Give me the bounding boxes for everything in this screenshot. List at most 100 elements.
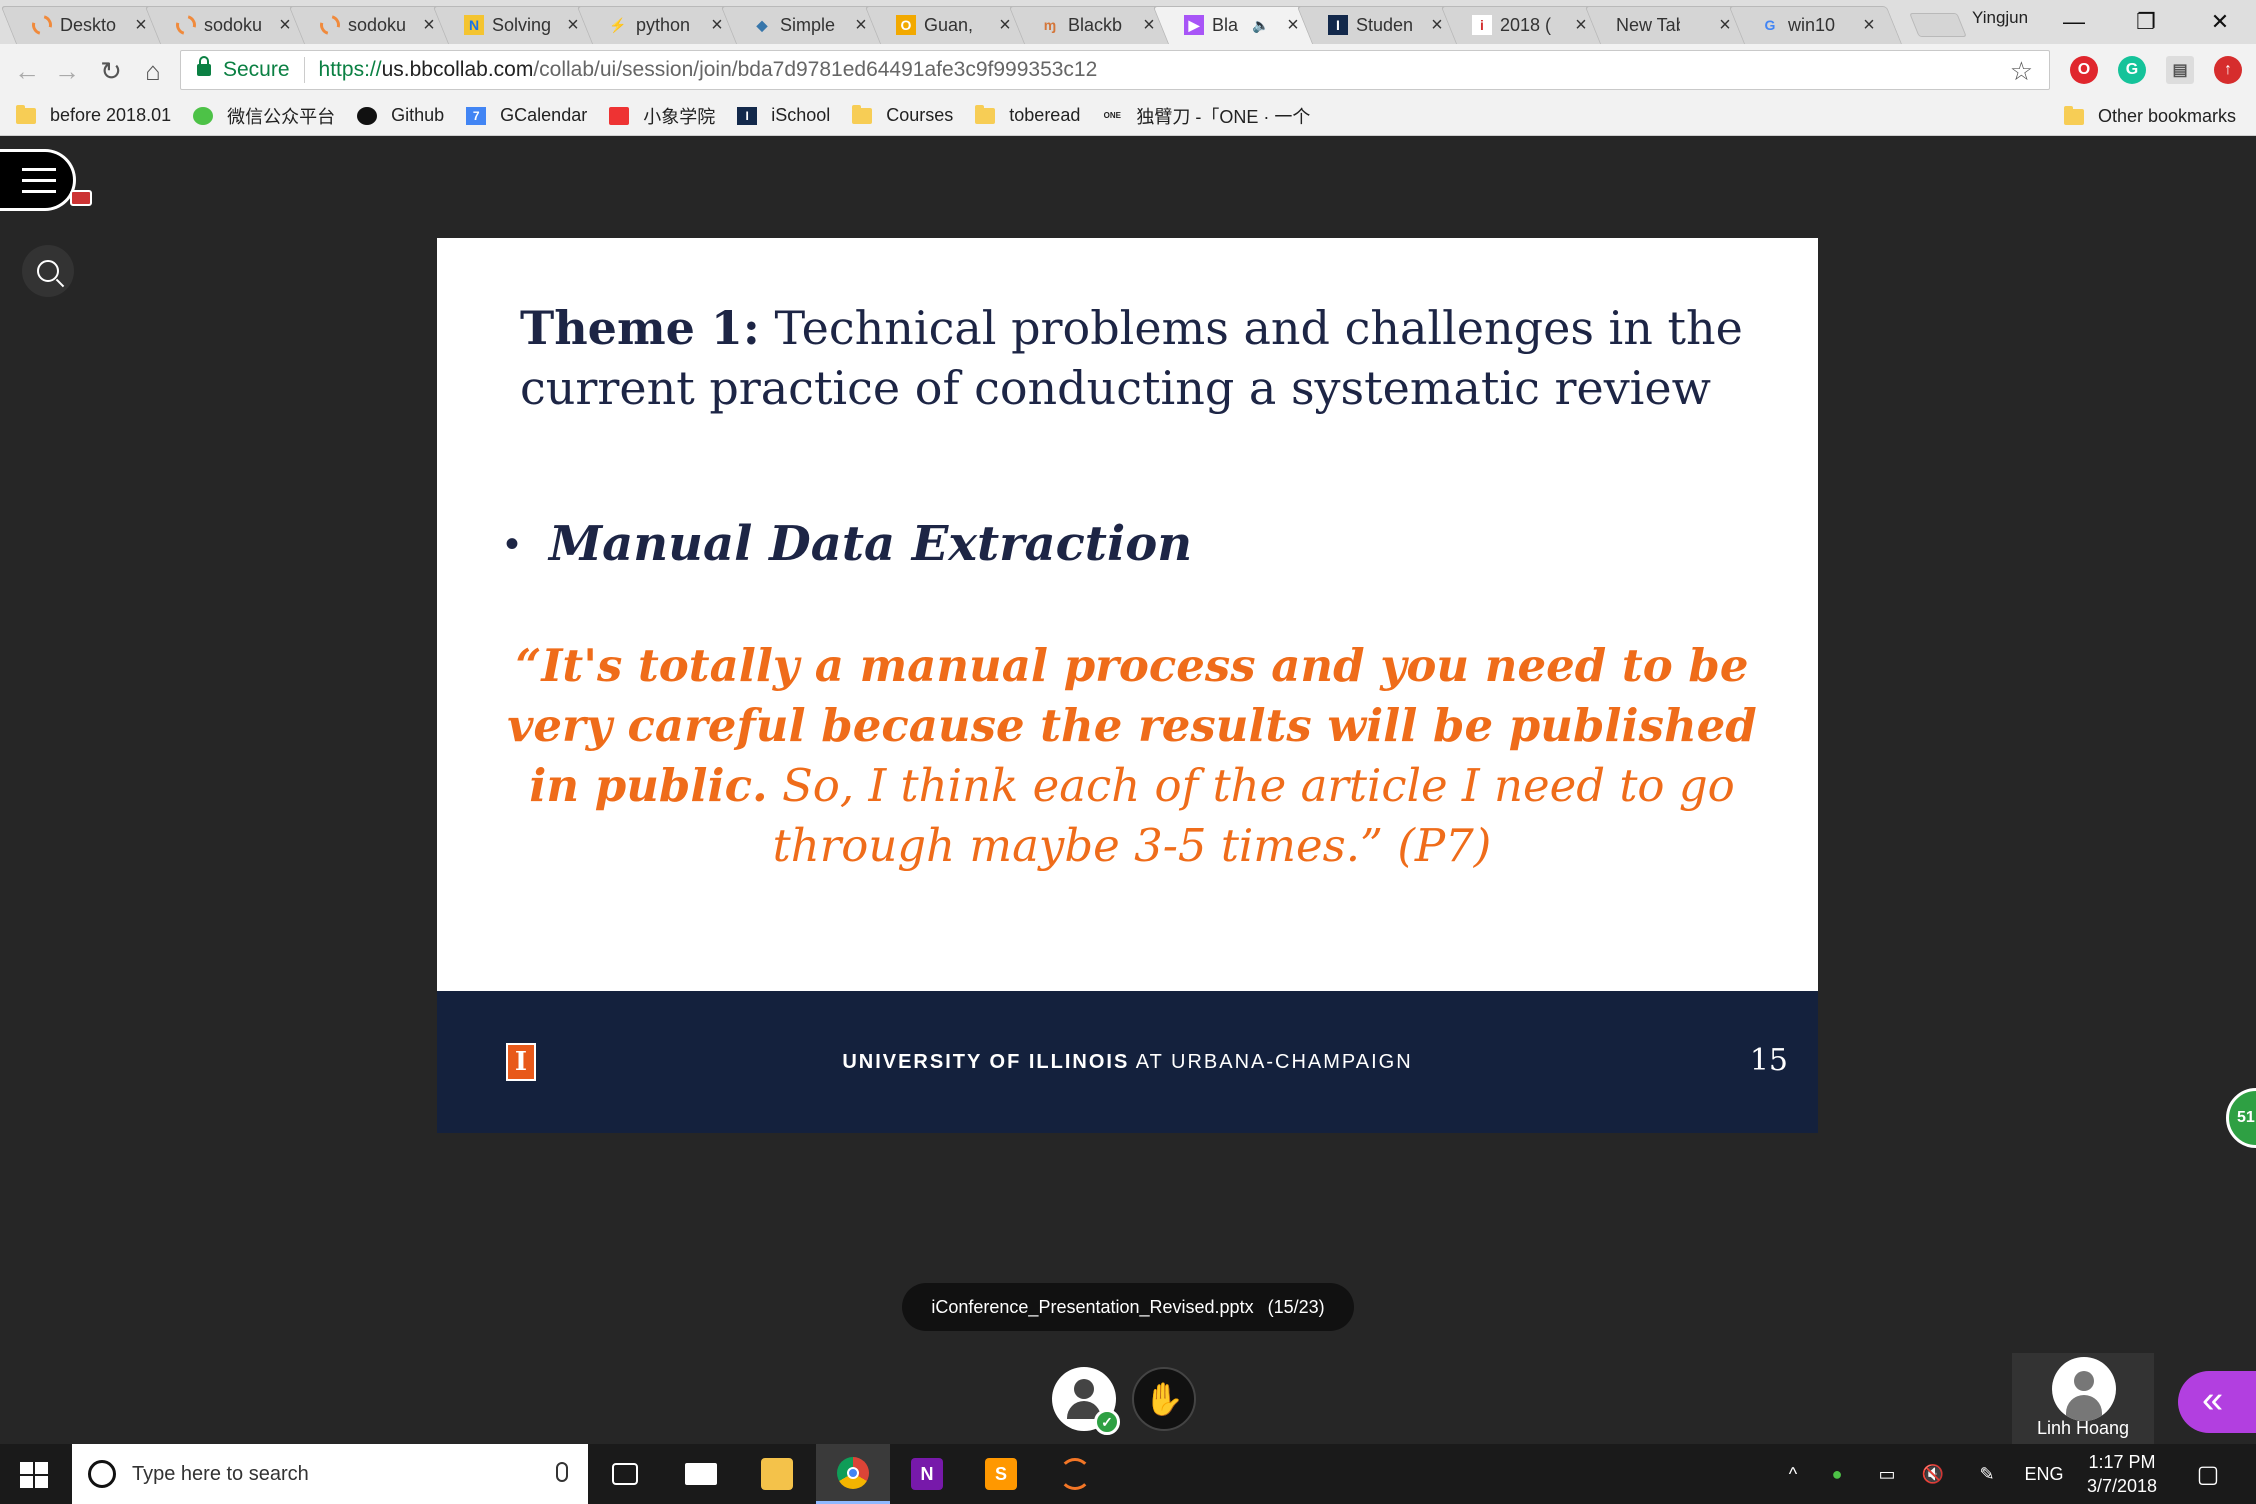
home-button[interactable]: ⌂	[145, 55, 161, 86]
participant-name: Linh Hoang	[2036, 1418, 2130, 1438]
bookmark-star-icon[interactable]: ☆	[2009, 56, 2033, 86]
bookmark-item[interactable]: ONE 独臂刀 -「ONE · 一个	[1102, 103, 1311, 129]
close-tab-icon[interactable]: ×	[1287, 13, 1299, 36]
close-tab-icon[interactable]: ×	[855, 13, 867, 36]
tab-title: python	[636, 14, 691, 35]
browser-toolbar: ← → ↻ ⌂ Secure https://us.bbcollab.com/c…	[0, 44, 2256, 96]
speaker-icon[interactable]: 🔈	[1252, 16, 1270, 33]
taskbar-search-box[interactable]: Type here to search	[72, 1444, 588, 1504]
close-tab-icon[interactable]: ×	[711, 13, 723, 36]
address-bar[interactable]: Secure https://us.bbcollab.com/collab/ui…	[180, 50, 2050, 90]
notification-badge[interactable]: 51	[2226, 1088, 2256, 1148]
grammarly-extension-icon[interactable]: G	[2118, 56, 2146, 84]
volume-muted-icon[interactable]: 🔇	[1921, 1463, 1945, 1484]
session-menu-button[interactable]	[0, 149, 76, 211]
back-button[interactable]: ←	[14, 55, 40, 86]
wechat-tray-icon[interactable]: ●	[1831, 1463, 1843, 1484]
forward-button[interactable]: →	[54, 55, 80, 86]
file-explorer-icon	[761, 1458, 793, 1490]
bookmark-label: Courses	[886, 105, 954, 125]
tab-title: New Tab	[1616, 14, 1680, 35]
microphone-icon[interactable]	[556, 1462, 568, 1482]
browser-tab[interactable]: New Tab ×	[1600, 6, 1744, 44]
browser-tab[interactable]: ɱ Blackb ×	[1024, 6, 1168, 44]
close-tab-icon[interactable]: ×	[1863, 13, 1875, 36]
language-indicator[interactable]: ENG	[2024, 1463, 2064, 1484]
close-tab-icon[interactable]: ×	[135, 13, 147, 36]
browser-tab[interactable]: sodoku ×	[304, 6, 448, 44]
other-bookmarks[interactable]: Other bookmarks	[2063, 105, 2236, 127]
folder-icon	[2063, 105, 2084, 125]
close-tab-icon[interactable]: ×	[999, 13, 1011, 36]
collab-session-area: Theme 1: Technical problems and challeng…	[0, 137, 2256, 1449]
url-text[interactable]: https://us.bbcollab.com/collab/ui/sessio…	[319, 58, 1098, 82]
my-status-button[interactable]: ✓	[1052, 1367, 1120, 1435]
browser-tab[interactable]: ◆ Simple ×	[736, 6, 880, 44]
task-view-taskbar-button[interactable]	[588, 1444, 662, 1504]
slide-footer: I UNIVERSITY OF ILLINOIS AT URBANA-CHAMP…	[437, 991, 1818, 1133]
close-tab-icon[interactable]: ×	[567, 13, 579, 36]
bookmark-item[interactable]: Github	[357, 105, 444, 126]
tray-chevron-icon[interactable]: ^	[1788, 1463, 1798, 1484]
opera-extension-icon[interactable]: O	[2070, 56, 2098, 84]
tab-title: sodoku	[204, 14, 263, 35]
profile-name[interactable]: Yingjun	[1972, 8, 2029, 27]
new-tab-button[interactable]	[1909, 13, 1967, 37]
browser-tab[interactable]: ⚡ python ×	[592, 6, 736, 44]
bookmark-item[interactable]: 7 GCalendar	[466, 105, 587, 126]
jupyter-taskbar-button[interactable]	[1038, 1444, 1112, 1504]
close-tab-icon[interactable]: ×	[423, 13, 435, 36]
avatar-head-icon	[2074, 1371, 2094, 1391]
bookmark-item[interactable]: 微信公众平台	[193, 103, 335, 129]
reload-button[interactable]: ↻	[100, 55, 122, 86]
file-explorer-taskbar-button[interactable]	[740, 1444, 814, 1504]
close-tab-icon[interactable]: ×	[1719, 13, 1731, 36]
notifications-icon[interactable]: ▢	[2196, 1460, 2220, 1488]
bookmark-item[interactable]: toberead	[975, 104, 1080, 126]
browser-tab[interactable]: i 2018 (×	[1456, 6, 1600, 44]
open-panel-button[interactable]: «	[2178, 1371, 2256, 1433]
close-tab-icon[interactable]: ×	[1575, 13, 1587, 36]
minimize-button[interactable]: —	[2063, 9, 2085, 34]
slide-counter: (15/23)	[1267, 1296, 1325, 1317]
bookmark-item[interactable]: 小象学院	[609, 103, 715, 129]
close-window-button[interactable]: ✕	[2210, 9, 2230, 34]
slide-bullet: • Manual Data Extraction	[505, 516, 1192, 572]
close-tab-icon[interactable]: ×	[279, 13, 291, 36]
folder-icon	[852, 104, 873, 125]
system-clock[interactable]: 1:17 PM 3/7/2018	[2060, 1450, 2184, 1498]
windows-taskbar: Type here to search N S ^ ● ▭ 🔇 ✎ ENG 1:1…	[0, 1444, 2256, 1504]
tab-title: sodoku	[348, 14, 407, 35]
participant-tile[interactable]: Linh Hoang	[2012, 1353, 2154, 1449]
browser-tab[interactable]: sodoku ×	[160, 6, 304, 44]
chrome-taskbar-button[interactable]	[816, 1444, 890, 1504]
restore-button[interactable]: ❐	[2136, 9, 2156, 34]
mail-taskbar-button[interactable]	[664, 1444, 738, 1504]
upload-extension-icon[interactable]: ↑	[2214, 56, 2242, 84]
windows-start-icon[interactable]	[20, 1462, 48, 1488]
browser-tab-strip: Deskto × sodoku × sodoku × N Solving × ⚡ python × ◆ S…	[0, 0, 2256, 44]
browser-tab[interactable]: Deskto ×	[16, 6, 160, 44]
search-content-button[interactable]	[22, 245, 74, 297]
sublime-text-taskbar-button[interactable]: S	[964, 1444, 1038, 1504]
close-tab-icon[interactable]: ×	[1431, 13, 1443, 36]
browser-tab[interactable]: I Studen ×	[1312, 6, 1456, 44]
onenote-taskbar-button[interactable]: N	[890, 1444, 964, 1504]
recording-icon	[70, 190, 92, 206]
close-tab-icon[interactable]: ×	[1143, 13, 1155, 36]
document-extension-icon[interactable]: ▤	[2166, 56, 2194, 84]
search-placeholder: Type here to search	[132, 1462, 309, 1485]
battery-icon[interactable]: ▭	[1878, 1463, 1896, 1484]
browser-tab[interactable]: N Solving ×	[448, 6, 592, 44]
browser-tab[interactable]: O Guan, ×	[880, 6, 1024, 44]
menu-bar-icon	[22, 179, 56, 182]
url-host: us.bbcollab.com	[381, 58, 534, 81]
tab-title: win10	[1788, 14, 1836, 35]
browser-tab[interactable]: ▶ Bla 🔈 ×	[1168, 6, 1312, 44]
pen-icon[interactable]: ✎	[1979, 1463, 1995, 1484]
bookmark-item[interactable]: before 2018.01	[16, 104, 171, 126]
bookmark-item[interactable]: Courses	[852, 104, 954, 126]
raise-hand-button[interactable]: ✋	[1132, 1367, 1196, 1431]
